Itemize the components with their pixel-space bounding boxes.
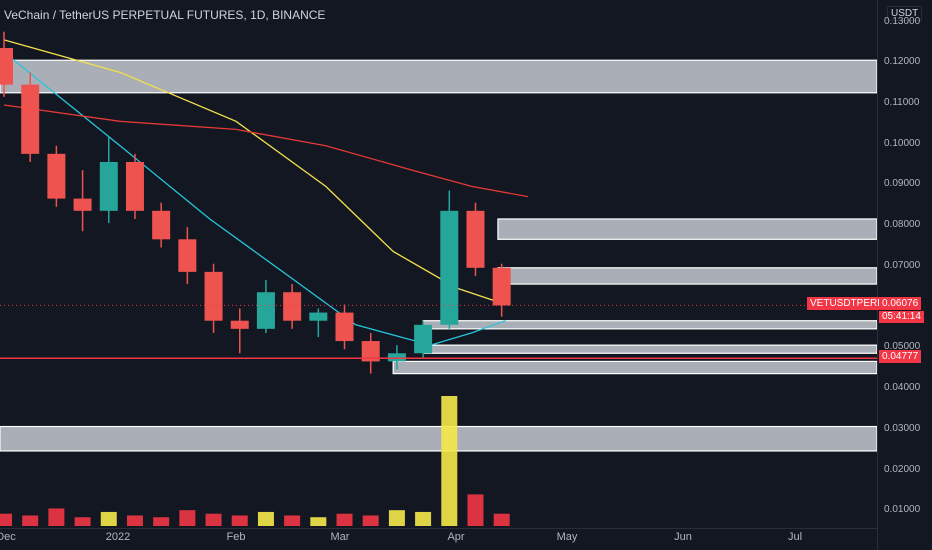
price-tick: 0.02000 — [884, 464, 921, 475]
symbol-title[interactable]: VeChain / TetherUS PERPETUAL FUTURES, 1D… — [4, 8, 326, 22]
price-tick: 0.13000 — [884, 16, 921, 27]
symbol-price-tag[interactable]: VETUSDTPERP — [807, 297, 887, 310]
candle-body — [0, 48, 13, 85]
candle-body — [387, 353, 406, 362]
candle-body — [466, 210, 485, 268]
candle-body — [125, 161, 144, 211]
bar-countdown-tag: 05:41:14 — [879, 311, 924, 323]
candle-body — [152, 210, 171, 240]
price-tick: 0.11000 — [884, 97, 920, 108]
time-tick: May — [556, 531, 578, 543]
price-tick: 0.10000 — [884, 138, 921, 149]
candle-body — [230, 320, 249, 329]
price-tick: 0.01000 — [884, 504, 921, 515]
volume-bar — [22, 515, 39, 526]
moving-average-line — [3, 104, 529, 198]
zone-rect — [0, 59, 878, 94]
time-tick: Jun — [674, 531, 692, 543]
zone-rect — [422, 344, 878, 354]
candle-body — [283, 292, 302, 321]
candle-body — [256, 292, 275, 329]
candle-body — [47, 153, 66, 199]
volume-bar — [441, 396, 458, 526]
candle-body — [21, 84, 40, 154]
moving-average-line — [3, 51, 506, 346]
volume-bar — [493, 513, 510, 526]
candle-body — [99, 161, 118, 211]
last-price-tag[interactable]: 0.06076 — [879, 297, 922, 310]
time-tick: 2022 — [105, 531, 131, 543]
candle-body — [361, 341, 380, 362]
time-tick: Mar — [330, 531, 350, 543]
candle-body — [204, 271, 223, 321]
price-tick: 0.09000 — [884, 178, 921, 189]
volume-bar — [415, 511, 432, 526]
volume-bar — [336, 513, 353, 526]
zone-rect — [0, 425, 878, 452]
volume-bar — [74, 517, 91, 526]
zone-rect — [422, 320, 878, 330]
price-tick: 0.07000 — [884, 260, 921, 271]
time-tick: Jul — [787, 531, 803, 543]
level-price-tag[interactable]: 0.04777 — [879, 350, 922, 363]
candle-body — [492, 267, 511, 306]
volume-bar — [179, 510, 196, 526]
candle-body — [309, 312, 328, 321]
price-tick: 0.08000 — [884, 219, 921, 230]
volume-bar — [362, 515, 379, 526]
volume-bar — [467, 494, 484, 526]
price-tick: 0.05000 — [884, 341, 921, 352]
candle-body — [335, 312, 354, 342]
price-tick: 0.04000 — [884, 382, 921, 393]
time-tick: Dec — [0, 531, 16, 543]
candle-body — [414, 324, 433, 354]
zone-rect — [497, 267, 878, 285]
time-axis-divider — [0, 528, 877, 529]
volume-bar — [48, 508, 65, 526]
volume-bar — [205, 513, 222, 526]
volume-bar — [0, 513, 12, 526]
volume-bar — [310, 517, 327, 526]
price-tick: 0.12000 — [884, 56, 921, 67]
candle-body — [440, 210, 459, 325]
volume-bar — [100, 511, 117, 526]
unit-badge[interactable]: USDT — [887, 6, 923, 21]
zone-rect — [497, 218, 878, 240]
price-tick: 0.03000 — [884, 423, 921, 434]
volume-bar — [126, 515, 143, 526]
volume-bar — [257, 511, 274, 526]
volume-bar — [284, 515, 301, 526]
volume-bar — [231, 515, 248, 526]
candle-body — [73, 198, 92, 211]
volume-bar — [388, 510, 405, 526]
zone-rect — [392, 360, 878, 375]
price-axis-divider — [877, 0, 878, 550]
volume-bar — [153, 517, 170, 526]
time-tick: Apr — [447, 531, 465, 543]
candle-body — [178, 239, 197, 272]
time-tick: Feb — [226, 531, 246, 543]
